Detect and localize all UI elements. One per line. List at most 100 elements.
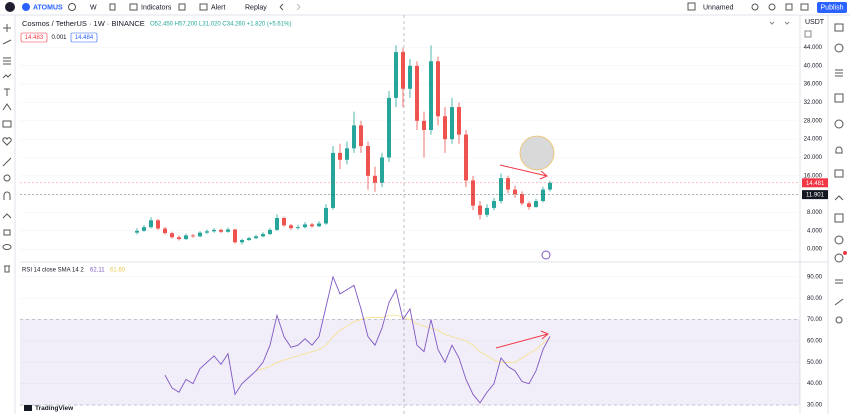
add-symbol[interactable] bbox=[68, 3, 76, 11]
candle-body bbox=[254, 236, 258, 239]
screener[interactable] bbox=[834, 213, 844, 223]
candle-body bbox=[156, 220, 160, 229]
pattern-tool[interactable] bbox=[2, 73, 12, 79]
spread: 0.001 bbox=[51, 35, 67, 41]
symbol[interactable]: ATOMUS bbox=[33, 4, 63, 11]
currency[interactable]: USDT bbox=[805, 19, 825, 26]
y-tick-label: 24.000 bbox=[804, 137, 823, 143]
layout-name[interactable]: Unnamed bbox=[703, 4, 733, 11]
notifications[interactable] bbox=[834, 235, 844, 245]
calendar[interactable] bbox=[834, 119, 844, 129]
drawing-tools bbox=[2, 24, 12, 273]
icon-tool[interactable] bbox=[2, 137, 12, 146]
bid-box[interactable] bbox=[20, 32, 48, 43]
settings[interactable] bbox=[768, 3, 776, 11]
candle-body bbox=[387, 97, 391, 158]
magnet-tool[interactable] bbox=[3, 191, 11, 200]
cursor-tool[interactable] bbox=[3, 24, 11, 32]
templates[interactable] bbox=[178, 3, 186, 11]
candle-body bbox=[338, 152, 342, 160]
pane-controls[interactable] bbox=[769, 21, 790, 25]
prediction-tool[interactable] bbox=[2, 103, 12, 111]
candle-body bbox=[324, 207, 328, 224]
search[interactable] bbox=[751, 3, 759, 11]
trendline-tool[interactable] bbox=[2, 39, 12, 45]
y-tick-label: 20.000 bbox=[804, 155, 823, 161]
hide-tool[interactable] bbox=[2, 244, 12, 250]
publish-label: Publish bbox=[821, 4, 844, 11]
candle-body bbox=[296, 227, 300, 229]
highlight-circle[interactable] bbox=[519, 135, 555, 171]
publish-button[interactable] bbox=[817, 2, 847, 13]
fib-tool[interactable] bbox=[3, 57, 11, 65]
undo[interactable] bbox=[279, 3, 284, 11]
y-tick-label: 50.00 bbox=[807, 360, 823, 366]
broadcast[interactable] bbox=[834, 253, 844, 263]
candle-body bbox=[219, 229, 223, 232]
candle-body bbox=[345, 148, 349, 160]
fullscreen[interactable] bbox=[785, 3, 793, 11]
ideas[interactable] bbox=[835, 146, 843, 154]
y-tick-label: 70.00 bbox=[807, 317, 823, 323]
candle-body bbox=[373, 175, 377, 183]
ruler-tool[interactable] bbox=[2, 157, 12, 167]
data-window[interactable] bbox=[835, 69, 843, 77]
y-tick-label: 90.00 bbox=[807, 274, 823, 280]
candle-body bbox=[520, 194, 524, 204]
candle-body bbox=[331, 152, 335, 208]
candle-body bbox=[212, 229, 216, 232]
shape-tool[interactable] bbox=[2, 120, 12, 128]
candle-body bbox=[541, 189, 545, 202]
y-tick-label: 80.00 bbox=[807, 296, 823, 302]
streams[interactable] bbox=[834, 195, 844, 201]
price-trend-arrow[interactable] bbox=[499, 164, 548, 180]
alert-button[interactable]: Alert bbox=[211, 4, 225, 11]
candle-body bbox=[527, 203, 531, 207]
chart-type[interactable] bbox=[109, 3, 116, 11]
redo[interactable] bbox=[296, 3, 301, 11]
bid-price: 14.483 bbox=[25, 35, 44, 41]
event-marker[interactable] bbox=[541, 250, 551, 260]
delete-tool[interactable] bbox=[4, 265, 10, 273]
rsi-trend-arrow[interactable] bbox=[495, 330, 549, 349]
candle-body bbox=[366, 146, 370, 176]
snapshot[interactable] bbox=[800, 3, 809, 11]
brand[interactable]: TradingView bbox=[35, 405, 74, 412]
interval[interactable]: W bbox=[90, 4, 97, 11]
y-tick-label: 36.000 bbox=[804, 82, 823, 88]
candle-body bbox=[534, 201, 538, 207]
chat[interactable] bbox=[834, 169, 844, 178]
candle-body bbox=[415, 65, 419, 121]
candle-body bbox=[401, 52, 405, 89]
candle-body bbox=[485, 207, 489, 215]
alerts-panel[interactable] bbox=[834, 43, 844, 53]
candle-body bbox=[492, 201, 496, 208]
ask-box[interactable] bbox=[70, 32, 98, 43]
candle-body bbox=[135, 230, 139, 233]
candle-body bbox=[513, 189, 517, 195]
watchlist[interactable] bbox=[834, 23, 844, 32]
lock-drawing[interactable] bbox=[2, 213, 12, 219]
candle-body bbox=[471, 180, 475, 206]
rsi-title: RSI 14 close SMA 14 2 bbox=[22, 268, 84, 274]
candle-body bbox=[233, 229, 237, 243]
order-panel[interactable] bbox=[835, 279, 843, 284]
hotlist[interactable] bbox=[834, 93, 844, 103]
zoom-tool[interactable] bbox=[3, 174, 11, 182]
candle-body bbox=[226, 229, 230, 232]
replay-button[interactable]: Replay bbox=[245, 4, 267, 11]
text-tool[interactable] bbox=[4, 88, 10, 96]
help[interactable] bbox=[835, 316, 843, 324]
maximize-pane[interactable] bbox=[804, 30, 812, 38]
y-tick-label: 8.000 bbox=[807, 210, 823, 216]
candle-body bbox=[247, 238, 251, 240]
pine-editor[interactable] bbox=[834, 298, 844, 306]
candle-body bbox=[261, 234, 265, 237]
avatar[interactable] bbox=[5, 2, 15, 12]
candle-body bbox=[198, 232, 202, 237]
indicators-button[interactable]: Indicators bbox=[141, 4, 172, 11]
brand-logo bbox=[24, 405, 32, 411]
candle-body bbox=[443, 116, 447, 140]
indicators-icon bbox=[129, 3, 138, 11]
lock-tool[interactable] bbox=[3, 229, 11, 236]
